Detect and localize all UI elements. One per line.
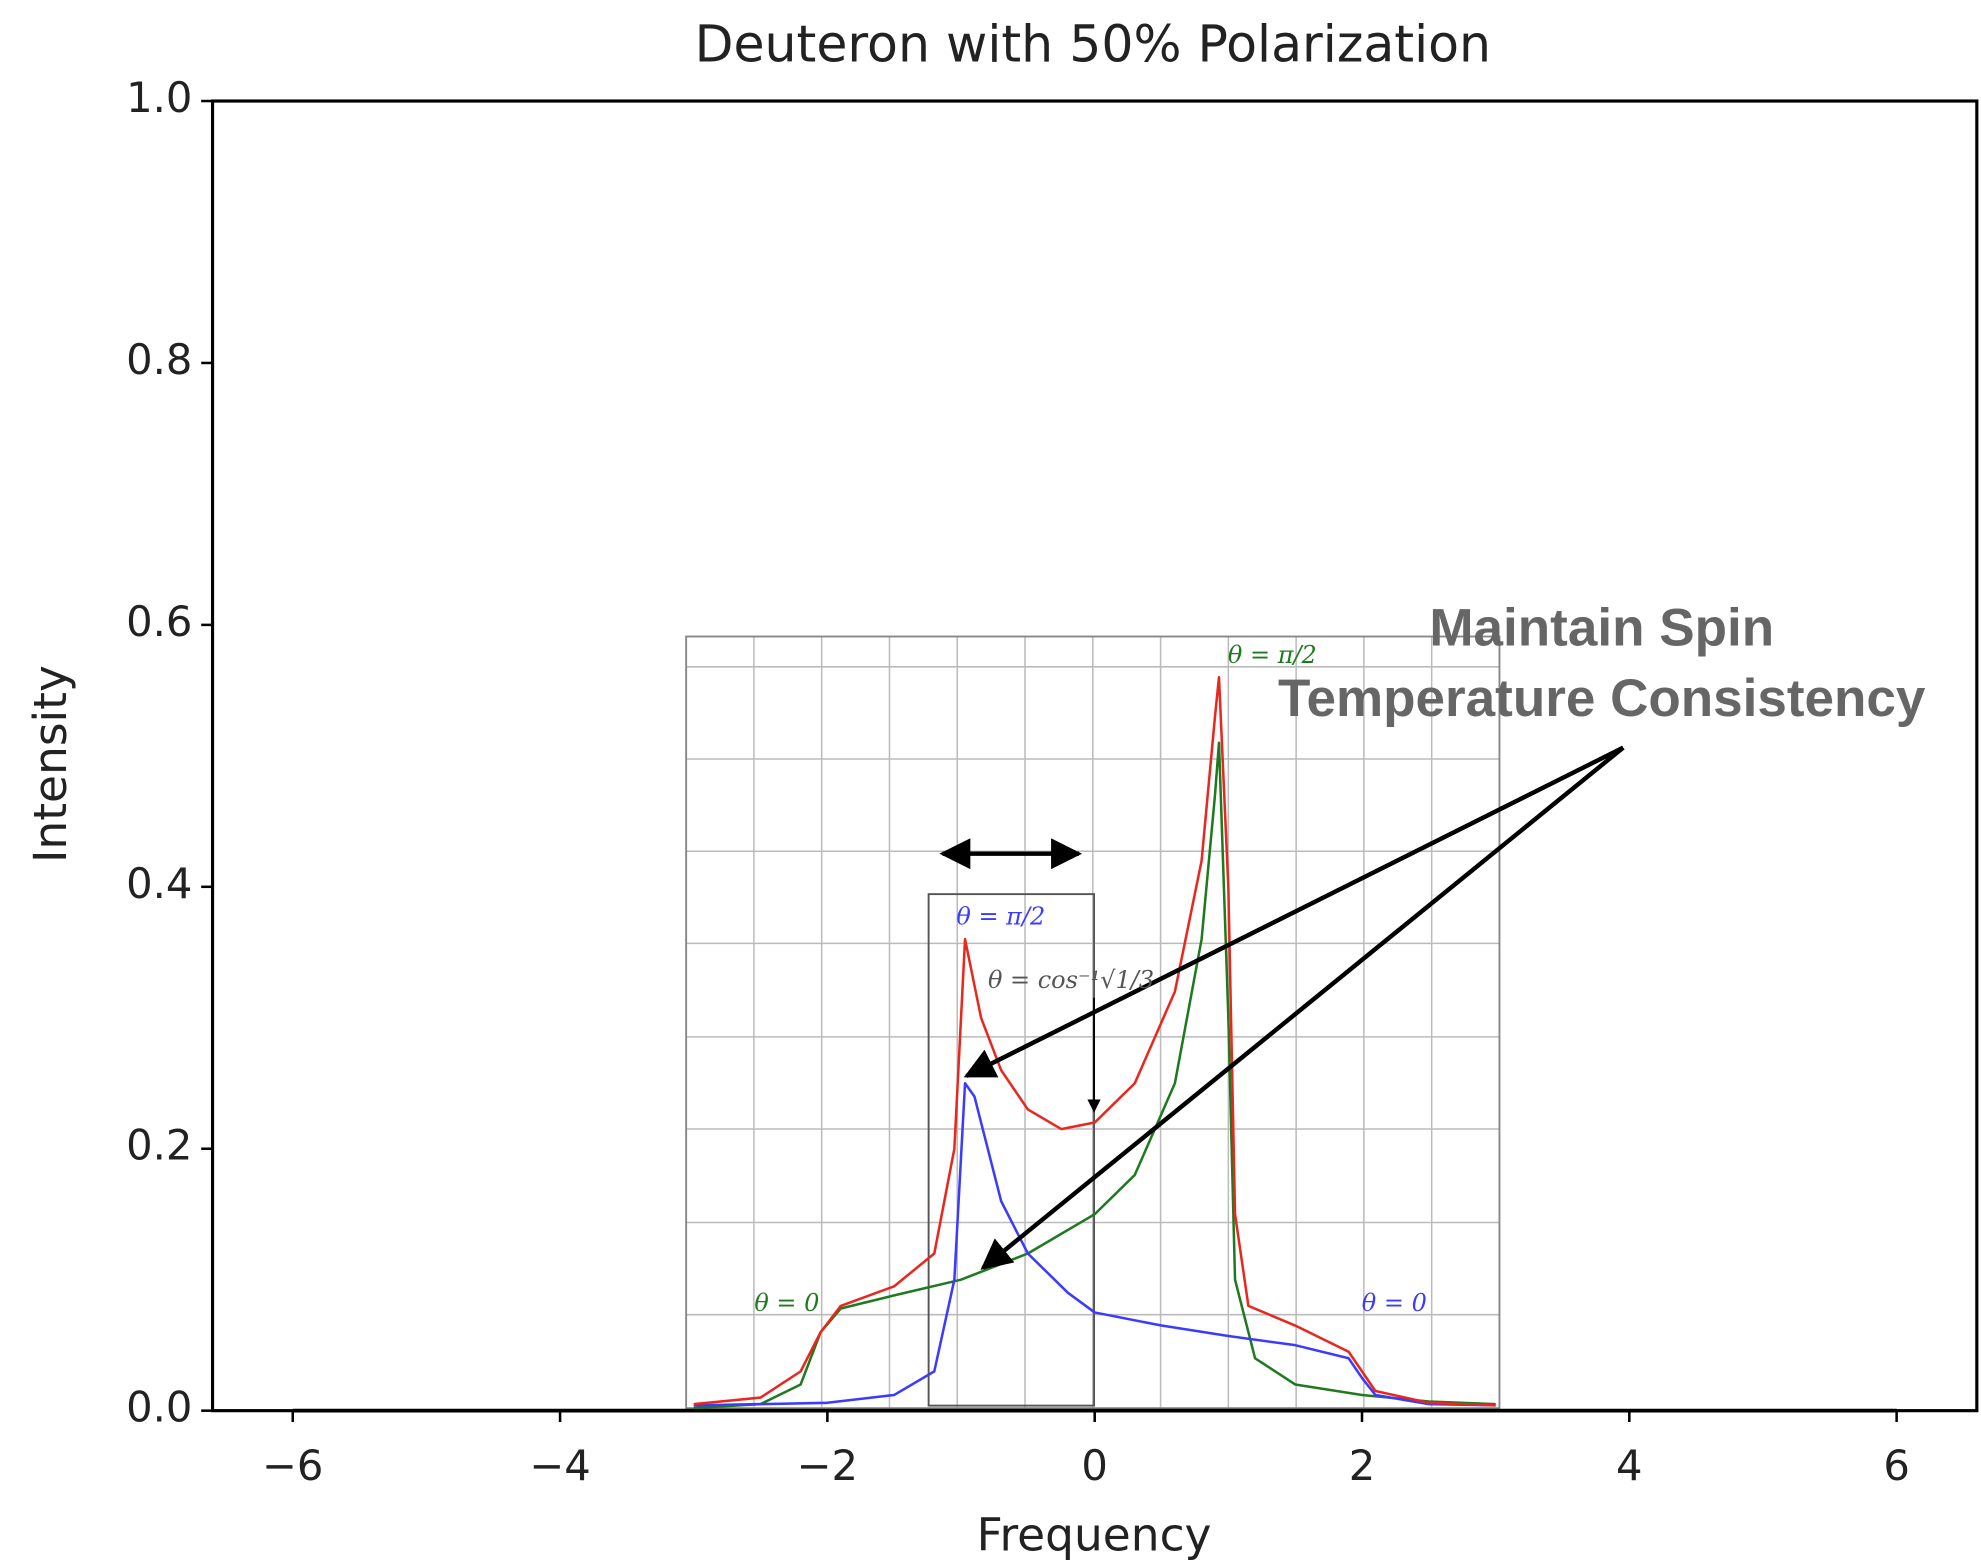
inset-grid — [686, 636, 1500, 1409]
x-tick-label: 0 — [1081, 1441, 1108, 1490]
annotation: θ = π/2 — [956, 903, 1045, 931]
annotation: θ = cos⁻¹√1/3 — [988, 966, 1154, 994]
y-tick-label: 0.8 — [126, 335, 192, 384]
inset-box — [927, 893, 1096, 1407]
inset-frame — [685, 635, 1501, 1410]
x-tick-label: 6 — [1883, 1441, 1910, 1490]
callout-text: Temperature Consistency — [1278, 669, 1926, 728]
x-tick-label: −4 — [529, 1441, 590, 1490]
annotation: θ = 0 — [754, 1289, 819, 1317]
callout-arrow — [980, 745, 1625, 1270]
x-tick-label: 2 — [1349, 1441, 1376, 1490]
x-tick-label: −2 — [797, 1441, 858, 1490]
x-tick-label: 4 — [1616, 1441, 1643, 1490]
annotation: θ = 0 — [1362, 1289, 1427, 1317]
callout-text: Maintain Spin — [1429, 598, 1774, 657]
y-tick-label: 0.0 — [126, 1383, 192, 1432]
y-tick-label: 0.6 — [126, 597, 192, 646]
callout-arrow — [963, 745, 1625, 1078]
series-line — [693, 676, 1496, 1407]
x-axis-label: Frequency — [977, 1509, 1212, 1562]
y-tick-label: 1.0 — [126, 73, 192, 122]
series-line — [693, 1081, 1496, 1407]
x-tick-label: −6 — [262, 1441, 323, 1490]
y-tick-label: 0.4 — [126, 859, 192, 908]
y-axis-label: Intensity — [24, 665, 77, 863]
chart-title: Deuteron with 50% Polarization — [695, 14, 1491, 73]
annotation: θ = π/2 — [1228, 641, 1317, 669]
y-tick-label: 0.2 — [126, 1121, 192, 1170]
